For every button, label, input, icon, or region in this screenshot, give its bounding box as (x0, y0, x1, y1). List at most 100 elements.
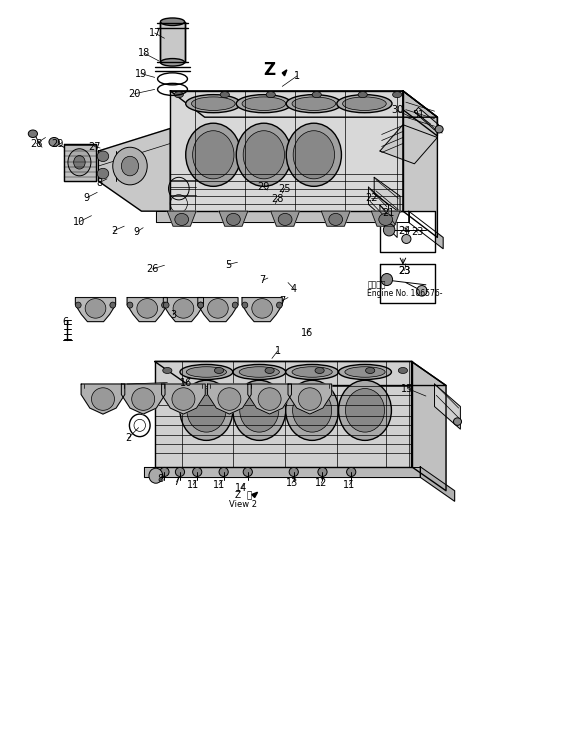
Polygon shape (145, 467, 420, 477)
Ellipse shape (180, 364, 233, 380)
Polygon shape (168, 211, 196, 226)
Polygon shape (408, 211, 443, 248)
Polygon shape (411, 361, 446, 491)
Ellipse shape (453, 418, 461, 425)
Ellipse shape (122, 157, 139, 175)
Text: 14: 14 (236, 483, 248, 493)
Text: 6: 6 (63, 317, 69, 328)
Text: 27: 27 (88, 142, 101, 151)
Polygon shape (434, 384, 460, 429)
Polygon shape (282, 70, 287, 76)
Ellipse shape (393, 92, 402, 98)
Text: 12: 12 (315, 478, 328, 488)
Ellipse shape (312, 92, 321, 98)
Polygon shape (98, 129, 170, 211)
Text: 7: 7 (260, 276, 266, 285)
Text: 15: 15 (401, 383, 414, 394)
Ellipse shape (92, 388, 115, 410)
Text: 7: 7 (279, 296, 285, 306)
Text: 28: 28 (271, 194, 284, 204)
Polygon shape (170, 91, 403, 211)
Text: View 2: View 2 (229, 500, 257, 509)
Ellipse shape (366, 367, 375, 373)
Polygon shape (403, 91, 437, 237)
Polygon shape (162, 384, 205, 414)
Polygon shape (219, 211, 248, 226)
Polygon shape (156, 211, 408, 222)
Ellipse shape (233, 364, 286, 380)
Ellipse shape (416, 285, 427, 296)
Polygon shape (75, 297, 116, 322)
Ellipse shape (384, 224, 395, 236)
Polygon shape (374, 177, 400, 212)
Ellipse shape (161, 59, 184, 66)
Text: 18: 18 (138, 48, 150, 58)
Ellipse shape (68, 149, 91, 175)
Polygon shape (248, 384, 291, 414)
Ellipse shape (175, 213, 188, 225)
Ellipse shape (266, 92, 275, 98)
Polygon shape (242, 297, 282, 322)
Ellipse shape (252, 299, 272, 319)
Ellipse shape (172, 388, 195, 410)
Polygon shape (198, 297, 238, 322)
Ellipse shape (286, 95, 342, 113)
Text: 8: 8 (157, 474, 164, 484)
Text: 1: 1 (275, 346, 281, 356)
Text: 17: 17 (149, 28, 161, 38)
Ellipse shape (192, 468, 202, 477)
Ellipse shape (381, 273, 393, 285)
Ellipse shape (187, 389, 226, 432)
Ellipse shape (75, 302, 81, 308)
Text: 11: 11 (343, 480, 355, 489)
Ellipse shape (239, 367, 279, 377)
Text: Engine No. 106576-: Engine No. 106576- (367, 289, 443, 298)
Ellipse shape (198, 302, 203, 308)
Ellipse shape (286, 123, 342, 186)
Text: 23: 23 (399, 266, 411, 276)
Polygon shape (420, 467, 454, 501)
Text: Z  矢: Z 矢 (234, 491, 252, 500)
Polygon shape (170, 91, 437, 117)
Ellipse shape (162, 302, 168, 308)
Ellipse shape (137, 299, 158, 319)
Polygon shape (81, 384, 125, 414)
Polygon shape (161, 22, 184, 62)
Ellipse shape (343, 97, 386, 111)
Ellipse shape (347, 468, 356, 477)
Ellipse shape (337, 95, 392, 113)
Ellipse shape (233, 380, 286, 441)
Text: 23: 23 (399, 266, 411, 276)
Text: 26: 26 (146, 264, 158, 274)
Ellipse shape (220, 92, 229, 98)
Ellipse shape (74, 156, 85, 169)
Text: 31: 31 (412, 110, 425, 120)
Text: 22: 22 (365, 193, 378, 203)
Polygon shape (380, 125, 437, 164)
Text: 16: 16 (180, 378, 192, 389)
Text: 19: 19 (135, 69, 147, 78)
Ellipse shape (132, 388, 155, 410)
Ellipse shape (28, 130, 37, 138)
Polygon shape (321, 211, 350, 226)
Ellipse shape (214, 367, 223, 373)
Ellipse shape (173, 299, 194, 319)
Ellipse shape (318, 468, 327, 477)
Ellipse shape (180, 380, 233, 441)
Text: 3: 3 (170, 310, 176, 320)
Text: 8: 8 (96, 178, 103, 187)
Ellipse shape (298, 388, 321, 410)
Ellipse shape (315, 367, 324, 373)
Polygon shape (155, 361, 446, 386)
Polygon shape (155, 361, 411, 467)
Ellipse shape (49, 138, 59, 147)
Ellipse shape (286, 364, 339, 380)
Polygon shape (164, 297, 203, 322)
Ellipse shape (292, 367, 332, 377)
Ellipse shape (192, 131, 234, 178)
Ellipse shape (163, 367, 172, 373)
Ellipse shape (185, 95, 241, 113)
Ellipse shape (219, 468, 228, 477)
Ellipse shape (110, 302, 116, 308)
Text: 5: 5 (225, 260, 232, 270)
